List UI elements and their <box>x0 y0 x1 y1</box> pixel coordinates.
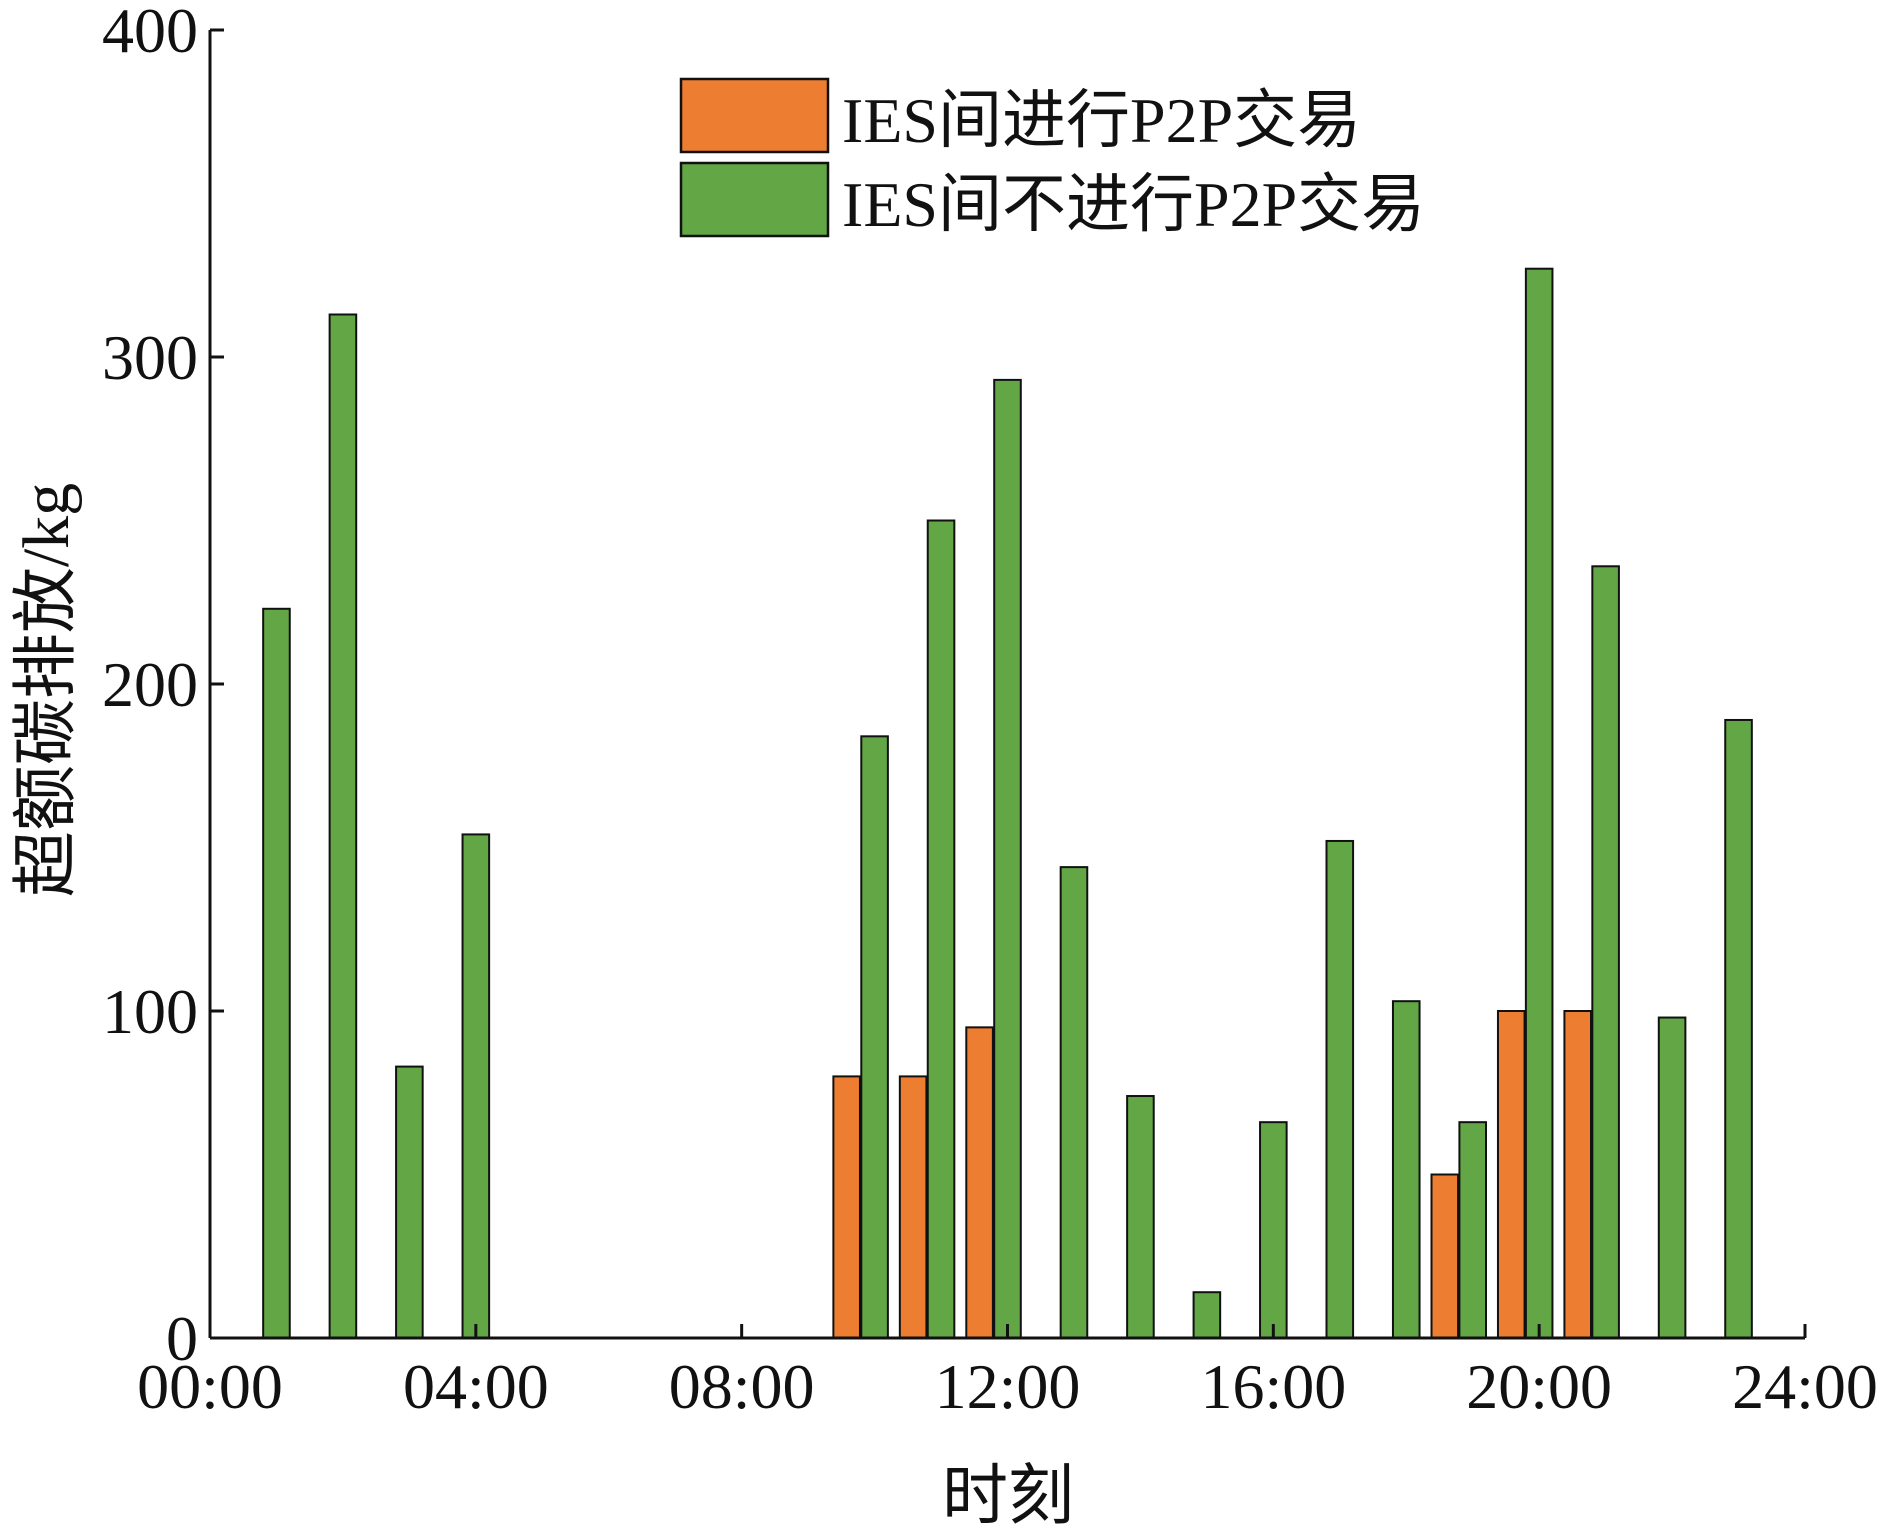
y-tick-label: 400 <box>102 0 198 66</box>
bar-no-p2p <box>1192 1291 1222 1339</box>
x-tick-label: 08:00 <box>669 1351 815 1422</box>
x-tick-label: 04:00 <box>403 1351 549 1422</box>
x-tick-label: 12:00 <box>935 1351 1081 1422</box>
y-ticks: 0 100 200 300 400 <box>102 0 224 1374</box>
x-axis-title: 时刻 <box>942 1460 1074 1531</box>
bar-no-p2p <box>1591 565 1620 1339</box>
bar-no-p2p <box>993 378 1022 1339</box>
bar-p2p <box>1430 1173 1460 1339</box>
bar-no-p2p <box>1325 839 1355 1340</box>
bar-no-p2p <box>395 1065 424 1339</box>
y-tick-label: 100 <box>102 976 198 1047</box>
legend-label-no-p2p: IES间不进行P2P交易 <box>842 169 1425 240</box>
legend-label-p2p: IES间进行P2P交易 <box>842 85 1361 156</box>
y-axis-title: 超额碳排放/kg <box>10 483 83 897</box>
bar-no-p2p <box>461 833 491 1339</box>
bar-p2p <box>1496 1010 1526 1339</box>
legend: IES间进行P2P交易 IES间不进行P2P交易 <box>679 77 1425 240</box>
bar-no-p2p <box>1059 866 1089 1339</box>
y-tick-label: 0 <box>166 1303 198 1374</box>
bar-no-p2p <box>1259 1121 1288 1340</box>
bar-no-p2p <box>328 313 358 1339</box>
x-tick-label: 20:00 <box>1466 1351 1612 1422</box>
bar-p2p <box>832 1075 861 1340</box>
bar-no-p2p <box>926 519 956 1339</box>
bar-no-p2p <box>1524 267 1554 1340</box>
bar-no-p2p <box>1657 1016 1687 1339</box>
x-tick-label: 16:00 <box>1200 1351 1346 1422</box>
bar-p2p <box>1563 1010 1593 1339</box>
legend-swatch-p2p <box>679 77 830 154</box>
x-ticks: 00:00 04:00 08:00 12:00 16:00 20:00 24:00 <box>137 1324 1878 1422</box>
legend-swatch-no-p2p <box>679 161 830 238</box>
bar-no-p2p <box>860 735 889 1339</box>
y-tick-label: 300 <box>102 322 198 393</box>
bar-no-p2p <box>1126 1095 1155 1340</box>
y-tick-label: 200 <box>102 649 198 720</box>
bar-no-p2p <box>262 607 291 1339</box>
bar-no-p2p <box>1391 1000 1421 1339</box>
bar-p2p <box>965 1026 994 1339</box>
bar-p2p <box>898 1075 928 1340</box>
x-tick-label: 24:00 <box>1732 1351 1878 1422</box>
bar-no-p2p <box>1458 1121 1487 1340</box>
x-tick-label: 00:00 <box>137 1351 283 1422</box>
bars-layer <box>262 267 1753 1340</box>
bar-no-p2p <box>1724 718 1753 1339</box>
